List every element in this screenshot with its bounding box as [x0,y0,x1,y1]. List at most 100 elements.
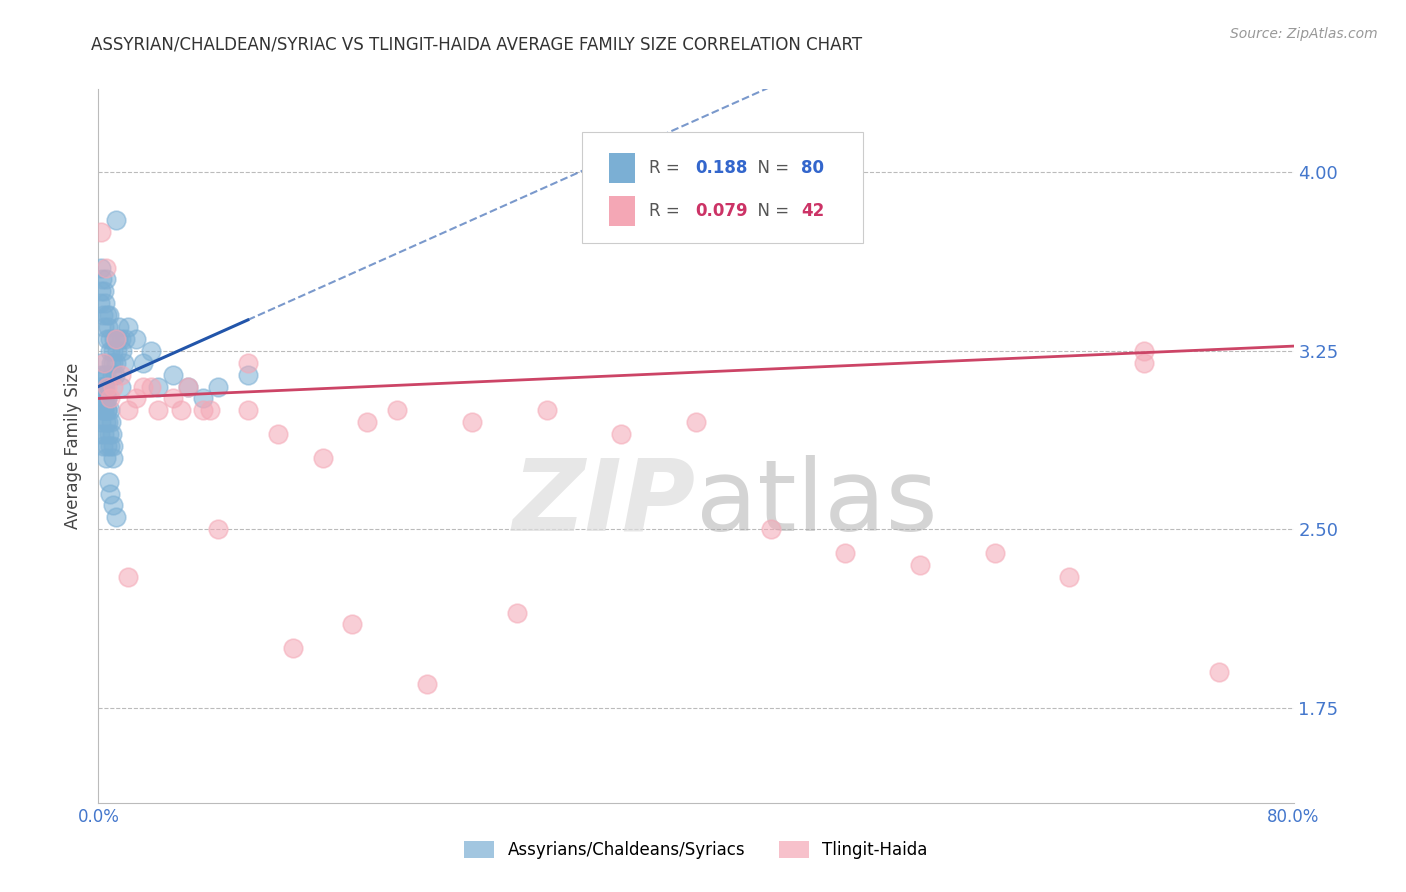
Point [104,368,127,382]
Point [89,427,111,442]
Point [111,343,134,358]
Point [311,450,333,465]
Point [97,320,120,334]
Text: R =: R = [650,202,685,220]
Point [98,332,122,346]
Point [236,403,259,417]
Point [103,450,125,465]
Point [90,368,112,382]
Bar [609,196,636,227]
Point [1059,570,1081,584]
Text: 0.079: 0.079 [695,202,748,220]
Point [91,379,114,393]
Point [132,356,155,370]
Point [90,415,112,429]
Point [96,379,118,393]
Point [162,392,184,406]
Point [96,392,118,406]
Point [90,285,112,299]
Point [97,475,120,489]
Point [139,343,162,358]
Point [94,260,117,275]
Point [200,403,222,417]
Point [94,392,117,406]
Point [610,427,633,442]
Text: N =: N = [748,159,794,177]
Point [177,379,200,393]
Point [112,356,135,370]
Point [103,332,125,346]
Point [91,403,114,417]
Point [169,403,191,417]
Point [90,225,112,239]
Point [97,308,120,322]
Point [98,439,121,453]
Text: Source: ZipAtlas.com: Source: ZipAtlas.com [1230,27,1378,41]
Point [984,546,1007,560]
Point [90,379,112,393]
Legend: Assyrians/Chaldeans/Syriacs, Tlingit-Haida: Assyrians/Chaldeans/Syriacs, Tlingit-Hai… [458,834,934,866]
Point [94,272,117,286]
Point [90,260,112,275]
Point [90,392,112,406]
Point [125,392,148,406]
Point [110,368,132,382]
Bar [609,153,636,183]
Point [281,641,304,656]
Point [100,356,122,370]
Point [101,427,124,442]
Point [96,403,118,417]
Point [103,379,125,393]
Point [93,368,115,382]
Point [759,522,782,536]
Point [1133,343,1156,358]
Point [461,415,484,429]
Point [96,439,118,453]
Point [94,415,117,429]
Point [93,427,115,442]
Point [97,427,120,442]
Point [98,392,122,406]
Point [1133,356,1156,370]
Point [191,403,214,417]
Point [98,343,121,358]
Point [94,296,117,310]
Point [191,392,214,406]
Point [117,320,139,334]
Point [96,308,118,322]
Point [125,332,148,346]
Point [236,368,259,382]
Text: R =: R = [650,159,685,177]
Point [132,379,155,393]
Point [148,379,170,393]
Point [89,356,111,370]
Point [94,450,117,465]
Text: 0.188: 0.188 [695,159,747,177]
Point [105,343,128,358]
Text: ASSYRIAN/CHALDEAN/SYRIAC VS TLINGIT-HAIDA AVERAGE FAMILY SIZE CORRELATION CHART: ASSYRIAN/CHALDEAN/SYRIAC VS TLINGIT-HAID… [91,36,862,54]
Point [685,415,707,429]
Point [103,499,125,513]
Point [162,368,184,382]
Point [105,213,128,227]
Point [103,356,125,370]
Point [89,296,111,310]
Point [94,368,117,382]
Point [267,427,290,442]
Point [536,403,558,417]
Point [105,510,128,524]
Point [342,617,364,632]
Y-axis label: Average Family Size: Average Family Size [65,363,83,529]
Point [96,403,118,417]
Point [104,356,127,370]
Point [91,379,114,393]
Point [93,285,115,299]
Point [101,439,124,453]
Point [908,558,931,572]
Point [236,356,259,370]
Point [207,522,229,536]
Point [91,392,114,406]
Point [506,606,529,620]
Point [416,677,439,691]
Point [107,332,129,346]
